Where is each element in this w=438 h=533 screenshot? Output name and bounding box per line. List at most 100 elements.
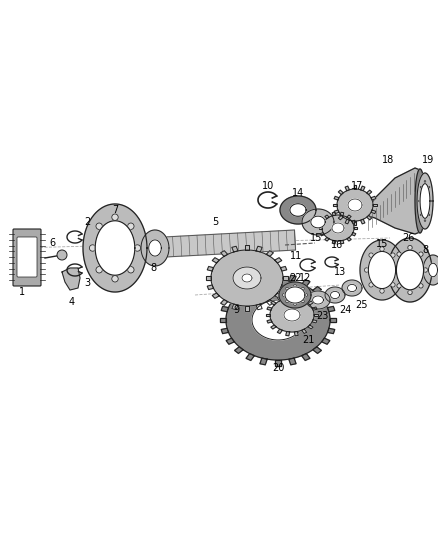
Text: 5: 5 [212, 217, 218, 227]
Polygon shape [290, 204, 306, 216]
Polygon shape [347, 285, 357, 292]
Polygon shape [302, 209, 334, 235]
FancyBboxPatch shape [13, 229, 41, 286]
Circle shape [380, 247, 384, 251]
Polygon shape [319, 227, 322, 229]
Circle shape [391, 253, 395, 257]
Polygon shape [302, 329, 307, 334]
Text: 24: 24 [339, 305, 351, 315]
Polygon shape [312, 320, 317, 323]
Polygon shape [314, 314, 318, 316]
Polygon shape [360, 240, 404, 300]
Circle shape [305, 294, 307, 296]
Polygon shape [308, 325, 313, 329]
Polygon shape [266, 314, 270, 316]
Polygon shape [286, 332, 290, 336]
Circle shape [283, 294, 285, 296]
Polygon shape [325, 287, 345, 303]
Circle shape [419, 200, 420, 202]
Polygon shape [340, 212, 344, 216]
Circle shape [96, 223, 102, 229]
Polygon shape [275, 257, 282, 263]
Circle shape [134, 245, 141, 251]
Polygon shape [271, 325, 276, 329]
Polygon shape [337, 189, 373, 221]
Polygon shape [420, 184, 430, 219]
Polygon shape [347, 215, 351, 219]
Polygon shape [332, 240, 336, 244]
Text: 15: 15 [310, 233, 322, 243]
Circle shape [127, 266, 134, 273]
Polygon shape [353, 221, 357, 225]
Polygon shape [207, 266, 214, 271]
Polygon shape [164, 230, 296, 257]
Polygon shape [322, 215, 354, 241]
Polygon shape [279, 282, 311, 308]
Polygon shape [235, 347, 243, 353]
Circle shape [294, 303, 296, 305]
Polygon shape [353, 185, 357, 189]
Polygon shape [206, 276, 211, 280]
Polygon shape [313, 287, 321, 293]
Polygon shape [271, 301, 276, 305]
Polygon shape [367, 190, 372, 195]
Polygon shape [226, 338, 234, 344]
Circle shape [408, 290, 412, 295]
Circle shape [89, 245, 96, 251]
Circle shape [380, 289, 384, 293]
Polygon shape [354, 227, 357, 229]
Polygon shape [283, 276, 288, 280]
Text: 22: 22 [289, 273, 301, 283]
Polygon shape [368, 252, 396, 288]
Polygon shape [207, 285, 214, 289]
Circle shape [428, 187, 430, 188]
Text: 15: 15 [376, 239, 388, 249]
Circle shape [395, 268, 399, 272]
Circle shape [369, 282, 373, 287]
Polygon shape [347, 237, 351, 241]
Circle shape [364, 268, 369, 272]
Polygon shape [352, 232, 356, 236]
Polygon shape [245, 245, 249, 250]
Polygon shape [367, 215, 372, 220]
Polygon shape [328, 328, 335, 334]
Polygon shape [220, 318, 226, 322]
Polygon shape [221, 328, 229, 334]
Polygon shape [352, 220, 356, 223]
Polygon shape [280, 266, 287, 271]
Polygon shape [396, 250, 424, 290]
Polygon shape [280, 196, 316, 224]
Text: 21: 21 [302, 335, 314, 345]
Polygon shape [321, 338, 330, 344]
Polygon shape [141, 230, 169, 266]
Polygon shape [311, 216, 325, 228]
Polygon shape [275, 293, 282, 298]
Polygon shape [267, 320, 272, 323]
Text: 8: 8 [150, 263, 156, 273]
Polygon shape [334, 196, 339, 200]
Text: 12: 12 [299, 273, 311, 283]
Polygon shape [313, 296, 323, 304]
Polygon shape [340, 240, 344, 244]
Circle shape [286, 300, 288, 303]
Polygon shape [302, 296, 307, 301]
Text: 4: 4 [69, 297, 75, 307]
Polygon shape [345, 186, 350, 191]
Polygon shape [388, 238, 432, 302]
Text: 23: 23 [316, 311, 328, 321]
Text: 19: 19 [422, 155, 434, 165]
Polygon shape [338, 190, 343, 195]
Polygon shape [320, 220, 324, 223]
Circle shape [294, 285, 296, 287]
Polygon shape [212, 257, 219, 263]
Polygon shape [266, 300, 273, 305]
Polygon shape [328, 306, 335, 312]
Polygon shape [373, 204, 377, 206]
Circle shape [302, 287, 304, 290]
Circle shape [428, 214, 430, 216]
Text: 10: 10 [262, 181, 274, 191]
Text: 1: 1 [19, 287, 25, 297]
Circle shape [369, 253, 373, 257]
Polygon shape [332, 223, 344, 233]
Polygon shape [284, 309, 300, 321]
